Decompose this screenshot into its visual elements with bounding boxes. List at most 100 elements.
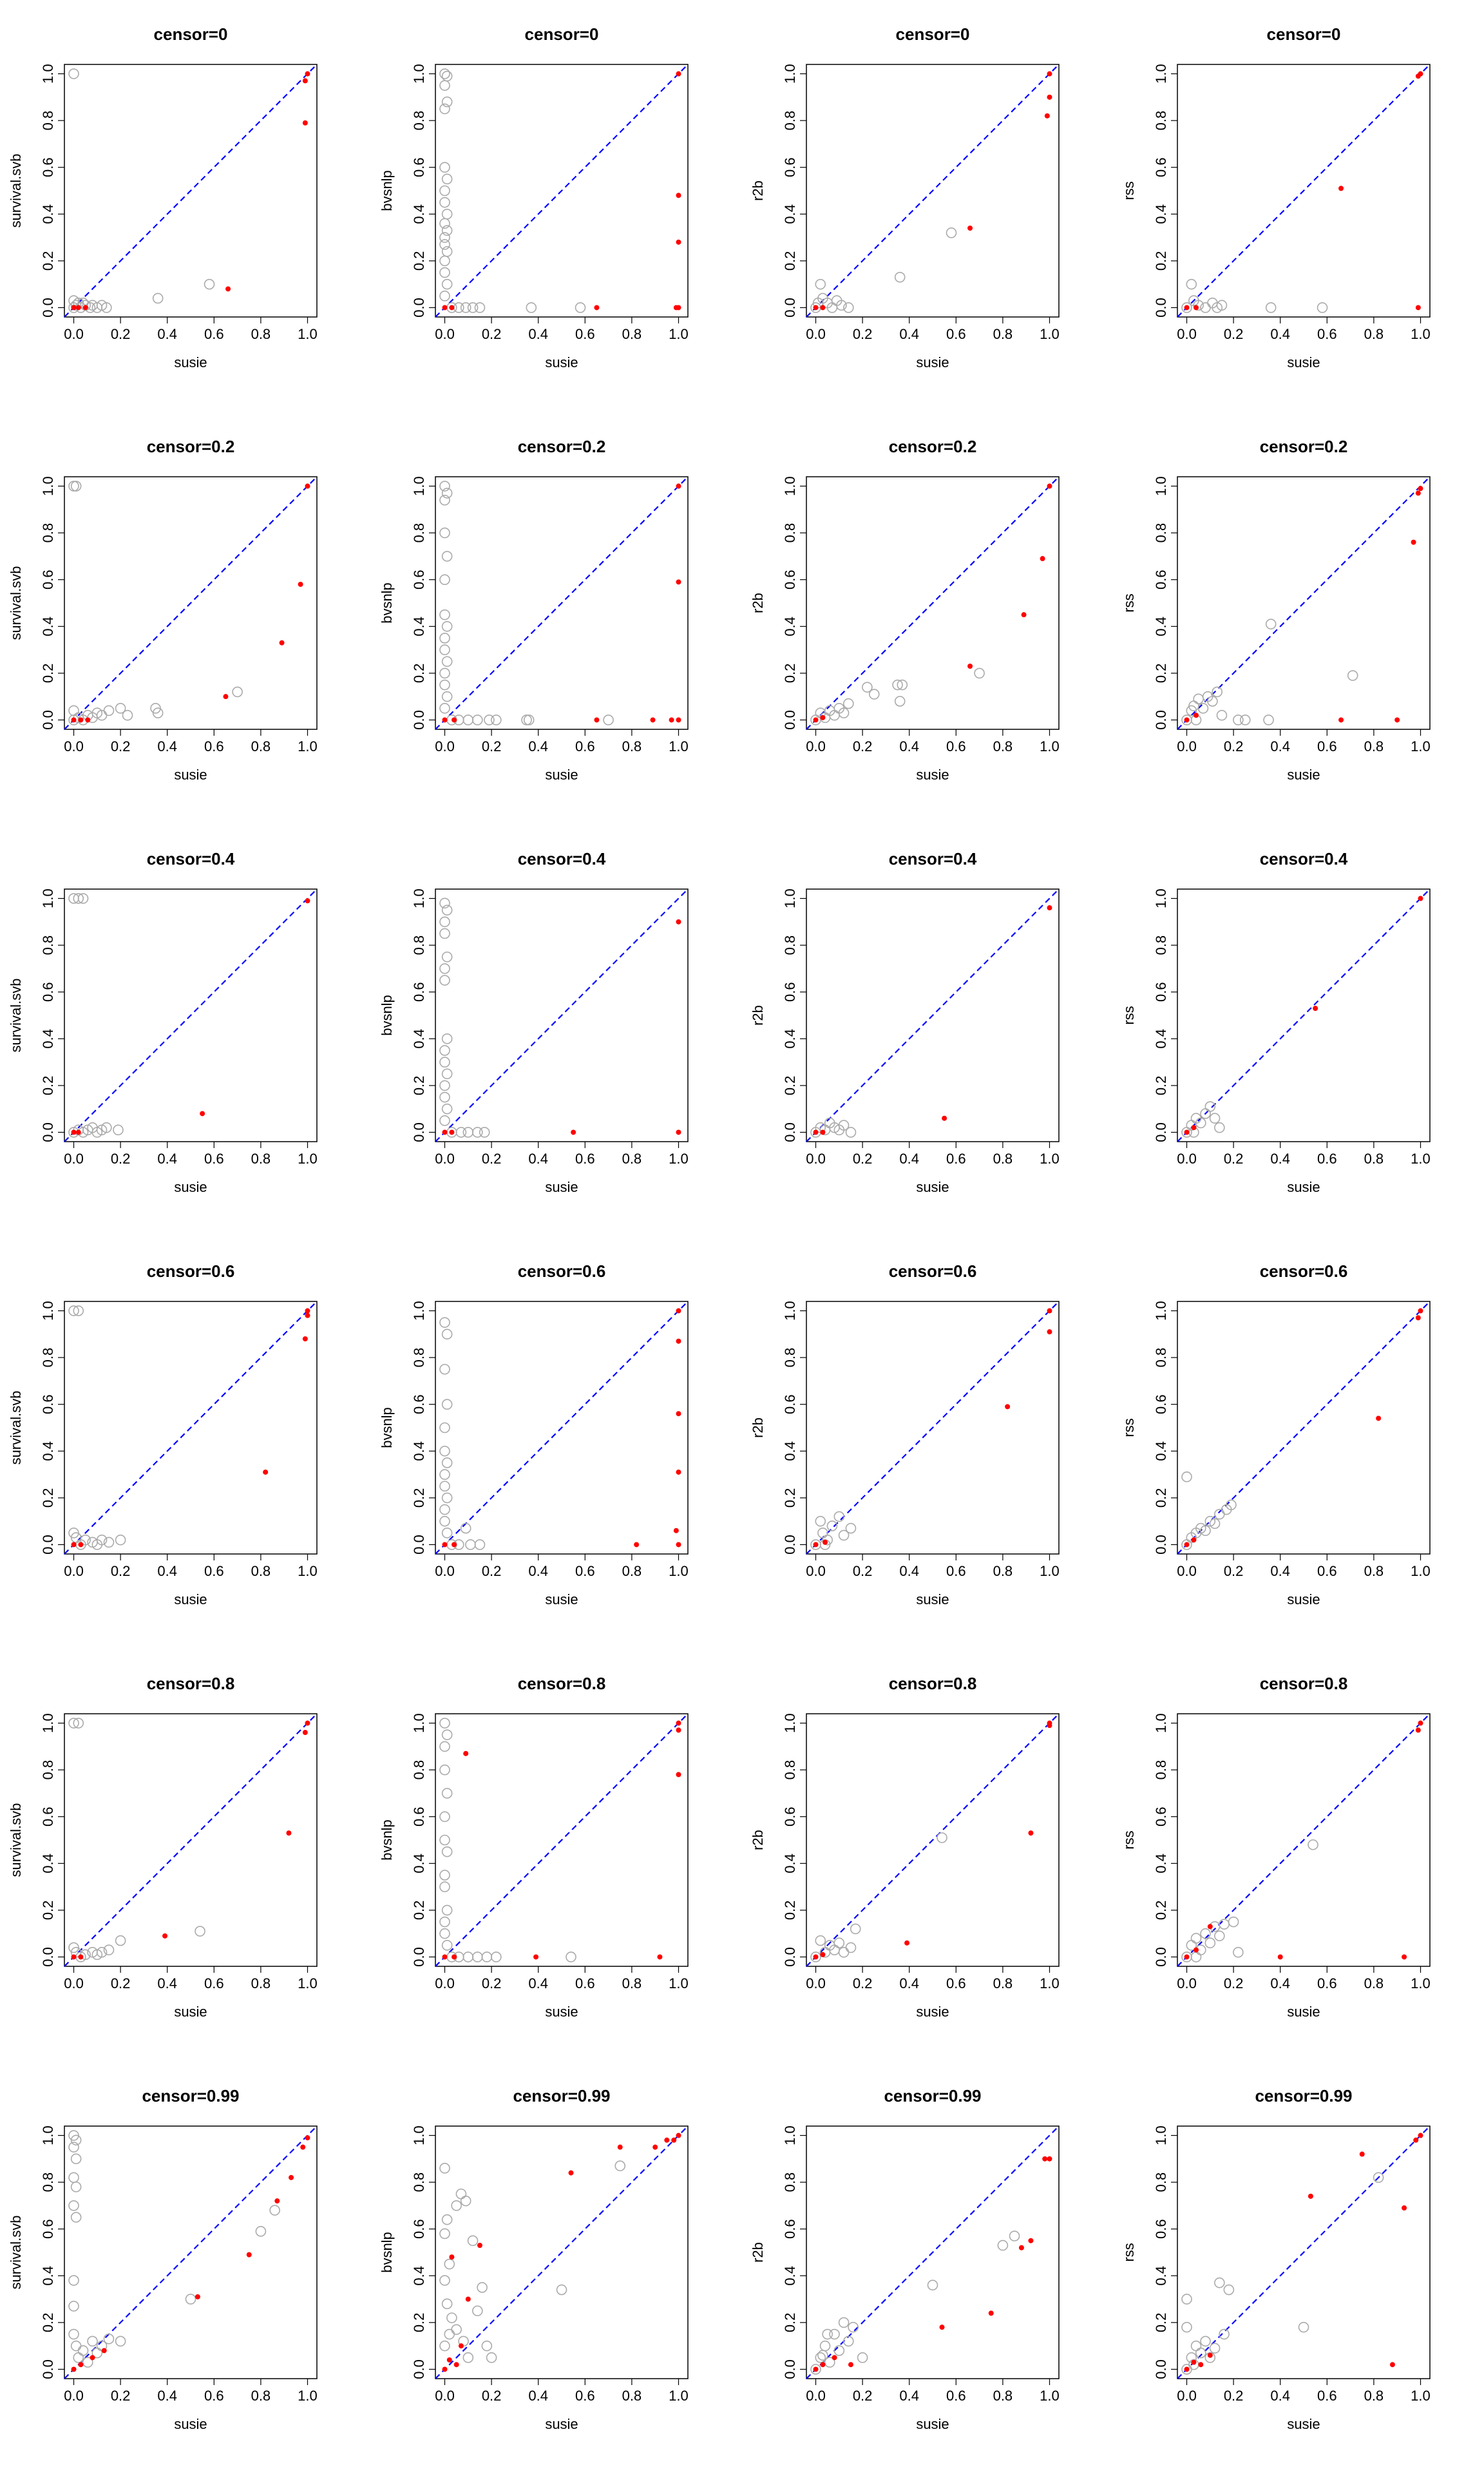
null-point	[474, 302, 486, 313]
causal-point	[1191, 2359, 1197, 2365]
x-tick-label: 0.8	[622, 2388, 642, 2404]
diagonal-reference-line	[1177, 476, 1431, 730]
y-axis-label: survival.svb	[8, 2216, 24, 2290]
null-point	[1204, 1101, 1216, 1112]
causal-point	[1418, 1308, 1423, 1314]
x-tick-label: 1.0	[1411, 1975, 1431, 1991]
x-tick-label: 0.0	[64, 738, 84, 754]
y-tick-label: 0.0	[40, 1535, 56, 1555]
null-point	[937, 1832, 947, 1843]
y-axis-label: survival.svb	[8, 979, 24, 1053]
null-point	[833, 2345, 845, 2356]
x-tick-label: 0.8	[993, 1563, 1013, 1579]
causal-point	[302, 120, 308, 126]
y-tick-label: 0.6	[411, 570, 427, 590]
null-point	[87, 2335, 98, 2347]
null-point	[894, 271, 906, 283]
null-point	[439, 2163, 450, 2174]
causal-point	[195, 2294, 200, 2299]
x-axis-label: susie	[916, 2416, 949, 2432]
null-point	[868, 689, 880, 700]
x-tick-label: 0.4	[157, 1151, 177, 1167]
causal-point	[300, 2144, 306, 2150]
causal-point	[449, 1129, 455, 1135]
null-point	[73, 893, 84, 904]
y-tick-label: 0.8	[782, 935, 798, 955]
x-tick-label: 0.6	[575, 1563, 595, 1579]
x-tick-label: 1.0	[1411, 738, 1431, 754]
diagonal-reference-line	[64, 1301, 318, 1555]
y-tick-label: 0.8	[782, 2172, 798, 2192]
null-point	[441, 96, 453, 108]
causal-point	[1277, 1954, 1283, 1960]
y-tick-label: 0.0	[782, 2359, 798, 2379]
causal-point	[1418, 71, 1423, 77]
scatter-panel: censor=0.99 0.0 0.0 0.2 0.2 0.4 0.4 0.6 0.6 0.8 0.…	[1121, 2086, 1431, 2432]
causal-point	[442, 1129, 448, 1135]
x-axis-label: susie	[174, 2416, 207, 2432]
causal-point	[71, 1954, 77, 1960]
y-tick-label: 0.4	[40, 1029, 56, 1049]
causal-point	[813, 717, 819, 723]
x-tick-label: 0.6	[946, 1975, 966, 1991]
x-tick-label: 0.8	[622, 1975, 642, 1991]
x-tick-label: 0.4	[528, 2388, 548, 2404]
causal-point	[75, 305, 81, 311]
panel-title: censor=0.2	[518, 437, 606, 456]
y-tick-label: 1.0	[40, 1713, 56, 1733]
y-tick-label: 0.8	[411, 523, 427, 543]
x-tick-label: 0.4	[157, 1975, 177, 1991]
null-point	[815, 278, 826, 290]
x-axis-label: susie	[174, 1179, 207, 1195]
null-point	[73, 1718, 84, 1729]
null-point	[465, 1539, 476, 1550]
x-tick-label: 0.4	[528, 326, 548, 342]
x-tick-label: 0.2	[482, 2388, 502, 2404]
null-point	[68, 2142, 79, 2153]
x-tick-label: 0.8	[1364, 1563, 1384, 1579]
null-point	[439, 963, 450, 974]
null-point	[441, 951, 453, 963]
x-axis-label: susie	[174, 2004, 207, 2020]
null-point	[1216, 300, 1228, 311]
null-point	[451, 2324, 462, 2335]
null-point	[477, 2282, 488, 2293]
y-tick-label: 0.2	[40, 1488, 56, 1508]
causal-point	[652, 2144, 658, 2150]
y-tick-label: 0.4	[782, 1441, 798, 1461]
panel-title: censor=0.99	[513, 2086, 610, 2105]
null-point	[439, 267, 450, 278]
plot-frame	[1177, 1713, 1431, 1967]
x-tick-label: 1.0	[1040, 326, 1060, 342]
x-tick-label: 0.4	[899, 1151, 919, 1167]
y-tick-label: 0.4	[40, 1441, 56, 1461]
x-tick-label: 1.0	[298, 2388, 318, 2404]
panel-title: censor=0	[896, 24, 970, 44]
panel-title: censor=0.2	[1260, 437, 1348, 456]
null-point	[824, 2357, 835, 2368]
null-point	[441, 1788, 453, 1799]
causal-point	[1047, 71, 1052, 77]
scatter-panel: censor=0.6 0.0 0.0 0.2 0.2 0.4 0.4 0.6 0.6 0.8 0.8…	[750, 1261, 1060, 1607]
causal-point	[676, 193, 681, 198]
y-tick-label: 0.4	[40, 204, 56, 224]
x-tick-label: 0.6	[946, 1151, 966, 1167]
y-tick-label: 0.6	[40, 2219, 56, 2239]
causal-point	[1044, 113, 1050, 119]
y-tick-label: 1.0	[411, 2125, 427, 2145]
panel-title: censor=0	[525, 24, 599, 44]
y-tick-label: 0.2	[411, 2313, 427, 2333]
null-point	[439, 255, 450, 267]
x-tick-label: 0.6	[204, 2388, 224, 2404]
y-tick-label: 0.2	[1153, 2313, 1169, 2333]
x-tick-label: 0.4	[528, 738, 548, 754]
y-tick-label: 0.4	[411, 617, 427, 637]
x-tick-label: 1.0	[669, 1975, 689, 1991]
x-tick-label: 0.2	[1224, 738, 1244, 754]
null-point	[444, 2328, 455, 2340]
x-tick-label: 0.0	[1177, 1151, 1197, 1167]
x-tick-label: 0.0	[1177, 1563, 1197, 1579]
null-point	[439, 1718, 450, 1729]
y-tick-label: 0.6	[1153, 1394, 1169, 1414]
y-tick-label: 0.0	[411, 1947, 427, 1967]
